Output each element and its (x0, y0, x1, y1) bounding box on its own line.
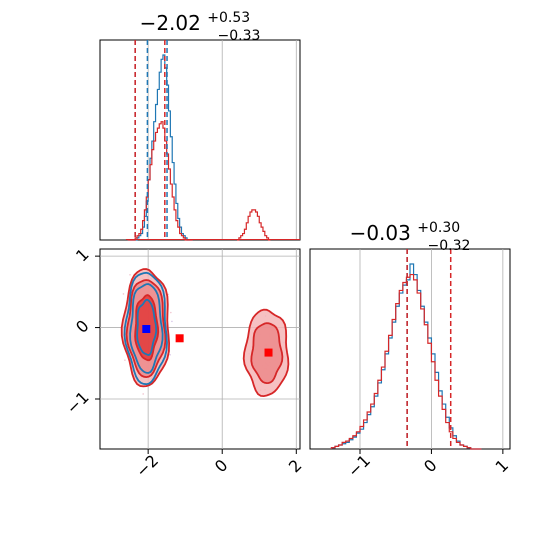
contour-blue-level-3 (136, 299, 158, 356)
marker-red (175, 334, 184, 343)
contour-blue-level-1 (123, 271, 168, 386)
title-main: −2.02 (140, 11, 201, 35)
contour-blue-level-2 (129, 283, 164, 374)
scatter-point (129, 274, 131, 276)
histogram-series-red (127, 121, 193, 241)
x-tick-label: 2 (285, 456, 306, 477)
x-ticks-bottom-right: −1 0 1 (344, 449, 512, 481)
panel-frame-bottom-left (99, 248, 301, 450)
scatter-point (142, 393, 144, 395)
histogram-bottom-right (330, 263, 482, 450)
panel-bottom-right: −1 0 1 −0.03 +0.30 −0.32 (309, 213, 512, 481)
panel-frame-top-left (99, 39, 301, 241)
scatter-point (124, 359, 126, 361)
title-sub: −0.33 (218, 28, 261, 44)
histogram-series-red (330, 273, 482, 450)
scatter-point (170, 311, 172, 314)
title-main: −0.03 (350, 221, 411, 245)
title-top-left: −2.02 +0.53 −0.33 (140, 3, 261, 44)
scatter-point (171, 320, 173, 323)
marker-blue (142, 325, 151, 333)
x-tick-label: −1 (344, 451, 374, 481)
y-tick-label: −1 (62, 388, 92, 418)
x-tick-label: 0 (211, 456, 232, 477)
y-tick-label: 1 (72, 245, 93, 266)
title-sub: −0.32 (428, 238, 471, 254)
histogram-top-left (125, 54, 300, 241)
x-tick-label: −2 (132, 451, 162, 481)
panel-top-left: −2.02 +0.53 −0.33 (99, 3, 301, 241)
title-sup: +0.53 (207, 10, 250, 26)
panel-frame-bottom-right (309, 248, 511, 450)
x-tick-label: 0 (420, 456, 441, 477)
scatter-point (169, 354, 171, 356)
x-tick-label: 1 (491, 456, 512, 477)
markers (142, 325, 273, 357)
marker-red (264, 348, 273, 357)
scatter-point (122, 293, 125, 295)
panel-bottom-left: −2 0 2 1 0 −1 (62, 245, 305, 481)
title-sup: +0.30 (417, 220, 460, 236)
y-tick-label: 0 (72, 316, 93, 337)
quantile-lines-bottom-right (406, 249, 452, 449)
x-ticks-bottom-left: −2 0 2 (132, 449, 306, 481)
y-ticks-bottom-left: 1 0 −1 (62, 245, 100, 418)
grid-top-left (147, 40, 297, 240)
histogram-second-mode-red (237, 209, 271, 241)
title-bottom-right: −0.03 +0.30 −0.32 (350, 213, 471, 254)
histogram-series-blue (127, 54, 193, 241)
quantile-lines-top-left (134, 40, 168, 240)
